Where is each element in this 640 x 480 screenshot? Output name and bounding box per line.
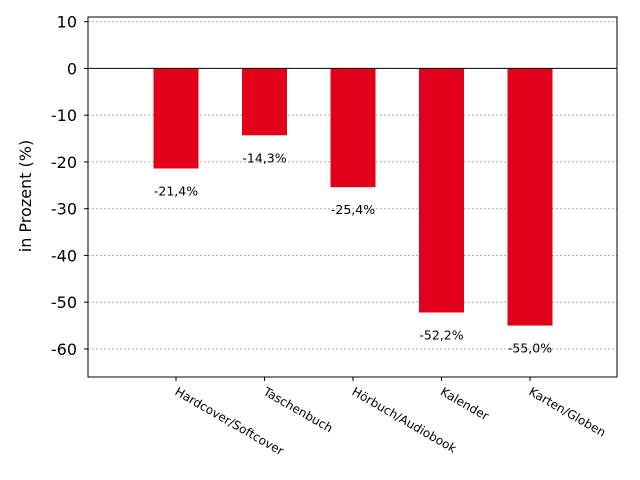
x-category-label: Kalender (438, 384, 491, 423)
data-labels: -21,4% -14,3% -25,4% -52,2% -55,0% (154, 150, 552, 355)
bar (507, 68, 553, 326)
y-tick-label: -10 (51, 106, 77, 125)
y-axis-ticks: 10 0 -10 -20 -30 -40 -50 -60 (51, 13, 88, 359)
y-tick-label: -40 (51, 246, 77, 265)
data-label: -52,2% (419, 327, 463, 342)
y-tick-label: 10 (57, 13, 77, 32)
y-tick-label: 0 (67, 59, 77, 78)
data-label: -55,0% (508, 341, 552, 356)
y-tick-label: -60 (51, 340, 77, 359)
bar (153, 68, 199, 169)
y-tick-label: -30 (51, 200, 77, 219)
data-label: -14,3% (242, 150, 286, 165)
data-label: -21,4% (154, 183, 198, 198)
bars (153, 68, 553, 326)
bar (242, 68, 287, 136)
bar (419, 68, 464, 313)
x-category-label: Karten/Globen (527, 384, 609, 439)
x-category-label: Taschenbuch (260, 384, 335, 435)
y-axis-title: in Prozent (%) (16, 140, 35, 252)
data-label: -25,4% (331, 202, 375, 217)
y-tick-label: -50 (51, 293, 77, 312)
bar (330, 68, 376, 188)
y-tick-label: -20 (51, 153, 77, 172)
